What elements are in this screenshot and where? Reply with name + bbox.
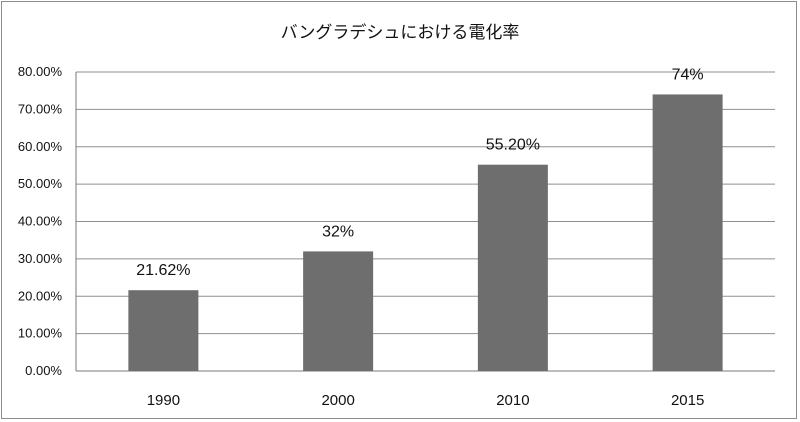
y-tick-label: 20.00% [18,288,63,303]
x-tick-label: 2010 [496,392,529,409]
y-tick-label: 0.00% [25,363,62,378]
y-tick-label: 10.00% [18,326,63,341]
x-tick-label: 2015 [671,392,704,409]
y-axis-ticks: 0.00% 10.00% 20.00% 30.00% 40.00% 50.00% 60.00… [18,64,63,378]
chart-title: バングラデシュにおける電化率 [281,22,520,43]
y-tick-label: 60.00% [18,139,63,154]
y-tick-label: 40.00% [18,214,63,229]
data-labels: 21.62% 32% 55.20% 74% [136,66,703,279]
x-axis-ticks: 1990 2000 2010 2015 [147,392,705,409]
x-tick-label: 1990 [147,392,180,409]
bar-2015 [652,94,723,372]
bar-2010 [477,164,548,371]
bar-2000 [303,251,374,371]
data-label: 21.62% [136,262,190,279]
y-tick-label: 50.00% [18,176,63,191]
data-label: 32% [322,223,354,240]
data-label: 74% [672,66,704,83]
y-tick-label: 70.00% [18,101,63,116]
data-label: 55.20% [486,137,540,154]
bar-1990 [128,290,199,371]
x-tick-label: 2000 [321,392,354,409]
y-tick-label: 80.00% [18,64,63,79]
bars [128,94,723,372]
y-tick-label: 30.00% [18,251,63,266]
